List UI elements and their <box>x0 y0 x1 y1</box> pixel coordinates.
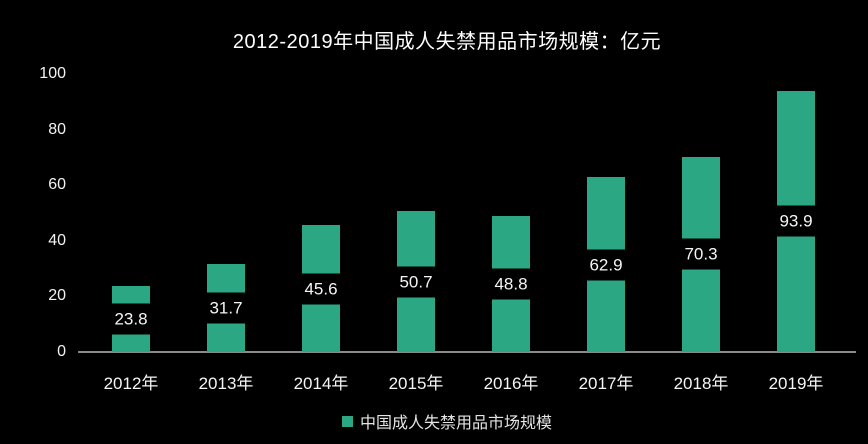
x-axis-tick-label: 2017年 <box>578 374 634 393</box>
y-axis-tick-label: 80 <box>48 120 66 138</box>
bar-value-label: 93.9 <box>771 205 821 237</box>
bar-value-label: 31.7 <box>201 292 251 324</box>
x-axis-line <box>78 351 856 353</box>
bar-value-label: 23.8 <box>106 303 156 335</box>
legend-label: 中国成人失禁用品市场规模 <box>359 415 552 432</box>
x-axis-tick-label: 2015年 <box>388 374 444 393</box>
x-axis-tick-label: 2018年 <box>673 374 729 393</box>
legend-item[interactable]: 中国成人失禁用品市场规模 <box>26 409 868 433</box>
bar-value-label: 48.8 <box>486 268 536 300</box>
y-axis-tick-label: 0 <box>57 343 66 360</box>
y-axis-tick-label: 100 <box>39 65 66 82</box>
bar-value-label: 70.3 <box>676 238 726 270</box>
y-axis-tick-label: 20 <box>48 287 66 305</box>
x-axis-tick-label: 2013年 <box>198 374 254 393</box>
bar-value-label: 45.6 <box>296 273 346 305</box>
bar-value-label: 50.7 <box>391 266 441 298</box>
x-axis-tick-label: 2019年 <box>768 374 824 393</box>
x-axis-tick-label: 2012年 <box>103 374 159 393</box>
chart-title: 2012-2019年中国成人失禁用品市场规模：亿元 <box>232 31 662 53</box>
y-axis-tick-label: 60 <box>48 176 66 194</box>
bar-value-label: 62.9 <box>581 249 631 281</box>
x-axis-tick-label: 2014年 <box>293 374 349 393</box>
y-axis-tick-label: 40 <box>48 231 66 249</box>
x-axis-tick-label: 2016年 <box>483 374 539 393</box>
legend-swatch-icon <box>341 415 353 427</box>
